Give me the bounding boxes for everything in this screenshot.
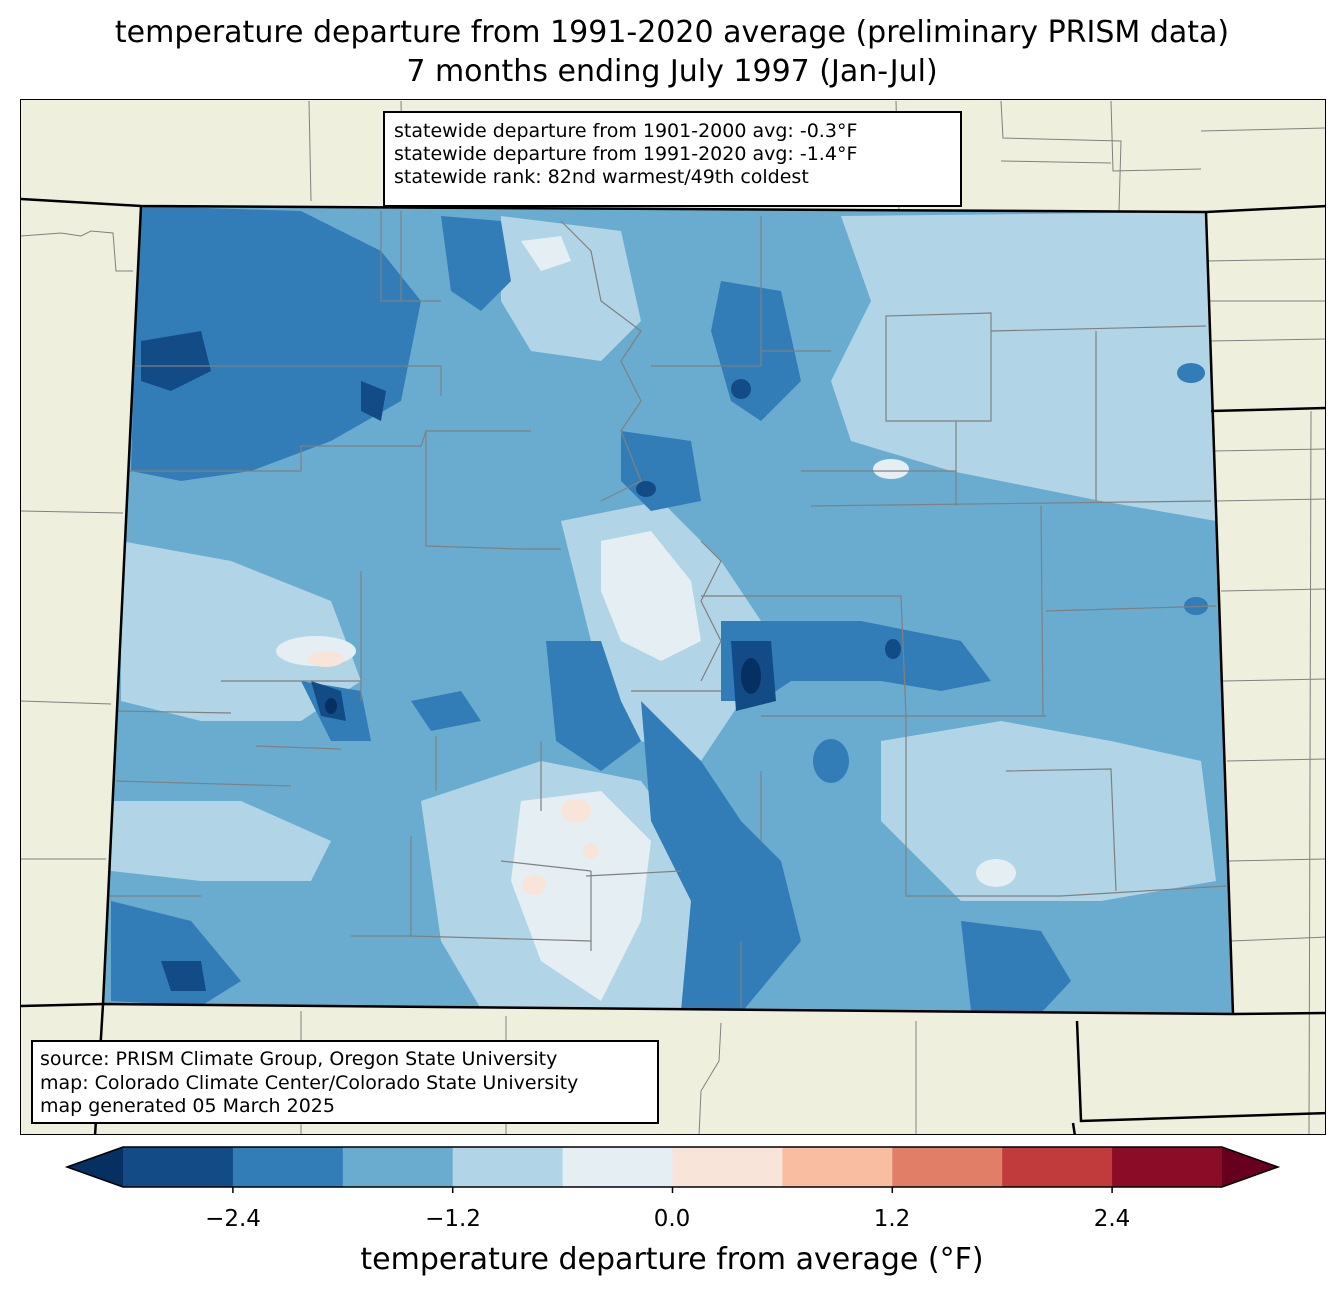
colorbar-bin xyxy=(123,1147,234,1187)
colorbar-tick-label: 1.2 xyxy=(873,1206,911,1232)
stats-1901-2000: statewide departure from 1901-2000 avg: … xyxy=(394,120,858,142)
colorbar-over-extension xyxy=(1222,1147,1278,1187)
colorbar-bin xyxy=(232,1147,344,1187)
stats-1991-2020: statewide departure from 1991-2020 avg: … xyxy=(394,143,858,165)
colorado-map xyxy=(21,100,1325,1134)
colorbar-bin xyxy=(1002,1147,1113,1187)
colorbar-bin xyxy=(892,1147,1003,1187)
colorbar-bin xyxy=(562,1147,673,1187)
state-borders xyxy=(21,197,1325,1134)
generated-date-line: map generated 05 March 2025 xyxy=(40,1095,335,1117)
colorbar-under-extension xyxy=(67,1147,123,1187)
colorbar-label: temperature departure from average (°F) xyxy=(360,1242,984,1277)
county-lines xyxy=(109,211,1227,1011)
map-title: temperature departure from 1991-2020 ave… xyxy=(114,15,1230,50)
colorbar-tick-label: −2.4 xyxy=(205,1206,261,1232)
source-box: source: PRISM Climate Group, Oregon Stat… xyxy=(31,1040,659,1124)
map-credit-line: map: Colorado Climate Center/Colorado St… xyxy=(40,1071,579,1094)
colorbar-bin xyxy=(1112,1147,1223,1187)
statewide-stats-box: statewide departure from 1901-2000 avg: … xyxy=(383,111,962,207)
colorbar-bin xyxy=(452,1147,564,1187)
colorbar-tick-label: 2.4 xyxy=(1093,1206,1131,1232)
colorbar-tick-label: −1.2 xyxy=(425,1206,481,1232)
source-line: source: PRISM Climate Group, Oregon Stat… xyxy=(40,1048,558,1070)
colorbar-bin xyxy=(342,1147,454,1187)
colorbar-outline xyxy=(64,1146,1281,1188)
temperature-field xyxy=(103,206,1233,1014)
colorbar xyxy=(64,1146,1281,1193)
colorbar-bin xyxy=(672,1147,783,1187)
colorbar-bin xyxy=(782,1147,893,1187)
stats-rank: statewide rank: 82nd warmest/49th coldes… xyxy=(394,166,809,188)
map-panel xyxy=(20,99,1326,1135)
map-subtitle: 7 months ending July 1997 (Jan-Jul) xyxy=(406,54,938,89)
colorbar-tick-label: 0.0 xyxy=(653,1206,691,1232)
